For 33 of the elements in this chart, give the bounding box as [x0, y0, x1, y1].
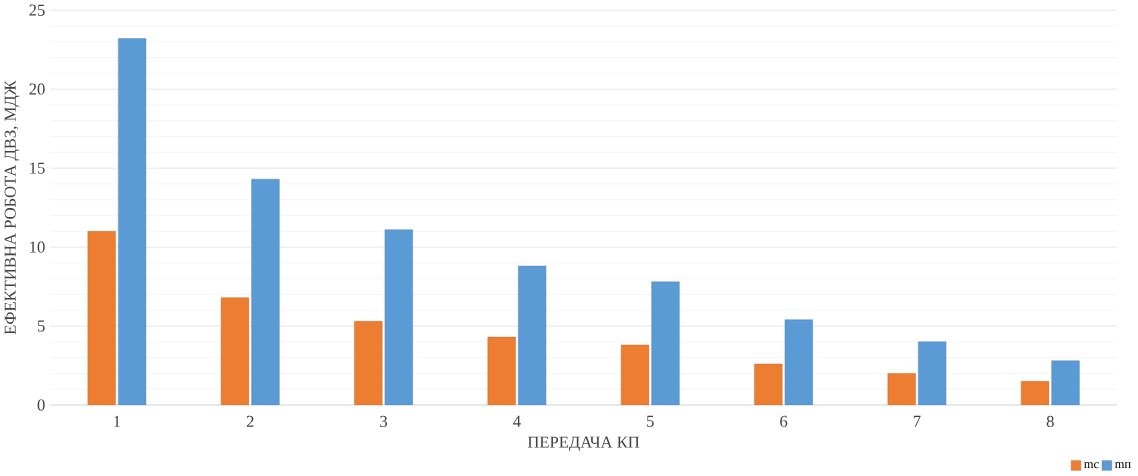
bar [251, 179, 280, 406]
y-axis-title: ЕФЕКТИВНА РОБОТА ДВЗ, МДЖ [4, 80, 20, 335]
legend-label: mс [1084, 462, 1099, 469]
bar [784, 319, 813, 406]
bar [487, 337, 516, 406]
bar [1051, 360, 1080, 406]
bar [118, 38, 147, 406]
x-axis-title: ПЕРЕДАЧА КП [527, 436, 640, 452]
bar [87, 231, 116, 406]
bar [918, 341, 947, 406]
y-tick-label: 15 [30, 162, 45, 174]
x-tick-label: 2 [246, 415, 254, 427]
legend-label: mп [1114, 462, 1131, 469]
y-tick-label: 10 [30, 241, 45, 253]
y-tick-label: 25 [29, 4, 45, 16]
x-tick-label: 7 [913, 415, 921, 427]
x-tick-label: 1 [114, 416, 121, 427]
bar [354, 321, 383, 406]
bar [220, 297, 250, 406]
bar [620, 344, 650, 406]
x-tick-label: 8 [1046, 415, 1054, 428]
y-tick-label: 5 [37, 320, 45, 332]
bar [754, 363, 783, 406]
y-tick-label: 0 [37, 399, 45, 411]
bar [518, 266, 547, 406]
x-tick-label: 6 [780, 415, 788, 428]
bar [651, 281, 680, 406]
x-tick-label: 3 [380, 415, 388, 428]
bar [887, 373, 916, 406]
bar [384, 229, 413, 406]
x-tick-label: 4 [513, 415, 521, 427]
x-tick-label: 5 [647, 415, 654, 428]
y-tick-label: 20 [29, 83, 45, 95]
